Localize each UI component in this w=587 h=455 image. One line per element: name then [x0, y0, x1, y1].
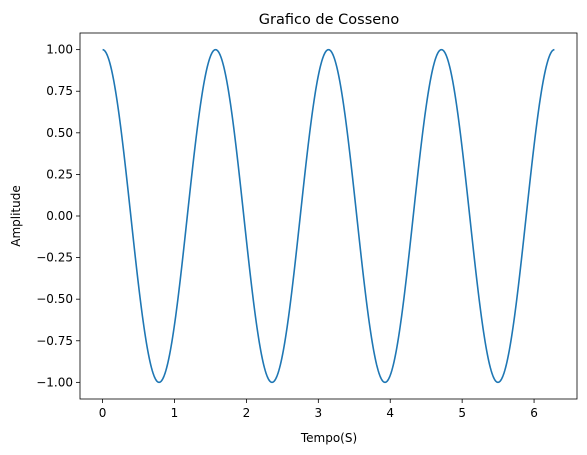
- y-tick-label: 0.50: [46, 126, 73, 140]
- x-tick-label: 2: [243, 406, 251, 420]
- y-tick-label: −1.00: [36, 375, 73, 389]
- x-tick-label: 6: [530, 406, 538, 420]
- x-tick-label: 3: [315, 406, 323, 420]
- plot-area: 0 1 2 3 4 5 6 −1.00 −0.75 −0.50 −0.25 0.00 0.25 0.50…: [36, 33, 577, 420]
- y-tick-label: −0.50: [36, 292, 73, 306]
- x-tick-label: 4: [386, 406, 394, 420]
- x-tick-label: 5: [458, 406, 466, 420]
- plot-background: [80, 33, 577, 399]
- x-tick-label: 0: [99, 406, 107, 420]
- y-tick-label: 0.75: [46, 84, 73, 98]
- x-axis-label: Tempo(S): [300, 431, 357, 445]
- y-axis-label: Amplitude: [9, 185, 23, 247]
- chart-title: Grafico de Cosseno: [259, 12, 400, 28]
- y-tick-label: 0.25: [46, 167, 73, 181]
- y-tick-label: −0.25: [36, 251, 73, 265]
- y-tick-label: −0.75: [36, 334, 73, 348]
- x-tick-label: 1: [171, 406, 179, 420]
- y-tick-label: 1.00: [46, 43, 73, 57]
- y-tick-label: 0.00: [46, 209, 73, 223]
